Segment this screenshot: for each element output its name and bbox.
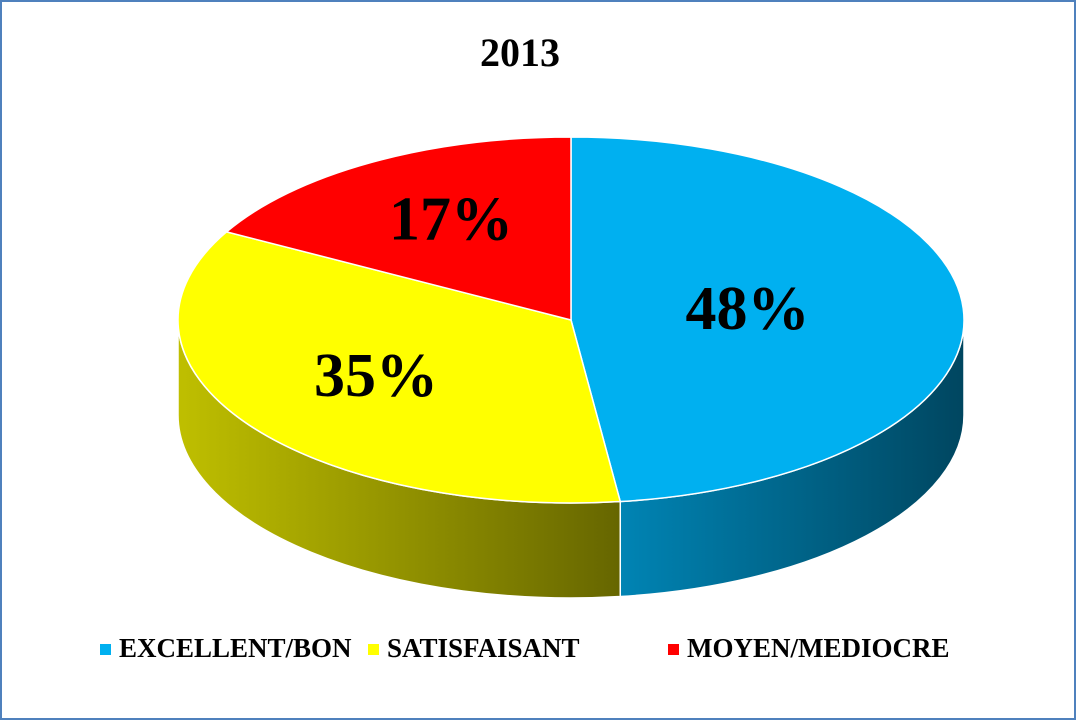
legend-label: SATISFAISANT bbox=[387, 633, 580, 663]
legend-label: MOYEN/MEDIOCRE bbox=[687, 633, 950, 663]
pie-slice bbox=[225, 136, 572, 321]
chart-title: 2013 bbox=[480, 30, 560, 75]
legend-label: EXCELLENT/BON bbox=[119, 633, 352, 663]
legend-swatch bbox=[668, 644, 679, 655]
data-label: 48% bbox=[686, 275, 810, 343]
pie-slice bbox=[570, 136, 965, 503]
pie-slice bbox=[177, 231, 622, 504]
pie: 48% 35% 17% bbox=[177, 136, 965, 599]
data-label: 17% bbox=[389, 186, 513, 254]
legend-swatch bbox=[100, 644, 111, 655]
data-label: 35% bbox=[314, 342, 438, 410]
legend-swatch bbox=[368, 644, 379, 655]
legend: EXCELLENT/BON SATISFAISANT MOYEN/MEDIOCRE bbox=[100, 633, 950, 663]
